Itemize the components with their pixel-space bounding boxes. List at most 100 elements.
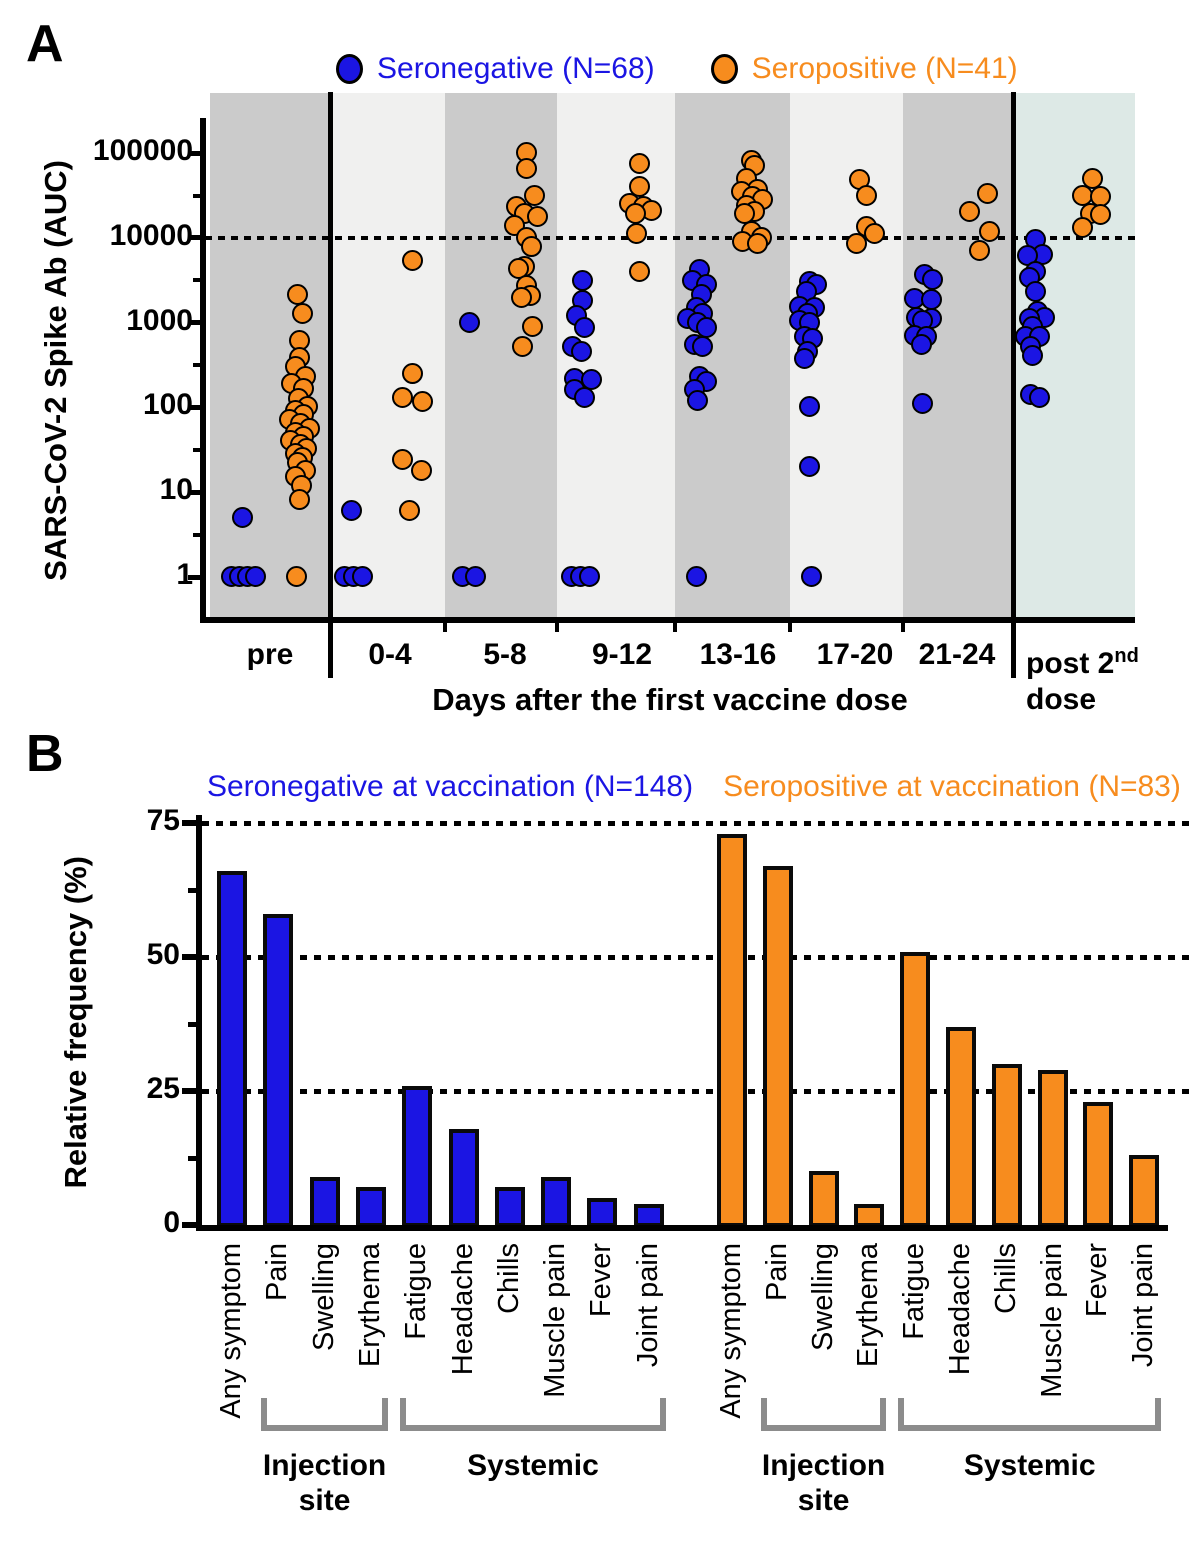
seropositive-point bbox=[399, 500, 420, 522]
seropositive-point bbox=[292, 303, 313, 325]
y-axis-tick-label: 100000 bbox=[92, 134, 193, 168]
y-axis-line bbox=[200, 118, 206, 623]
seropositive-legend-label: Seropositive (N=41) bbox=[751, 52, 1018, 85]
panel-a-post-dose-label: post 2nd dose bbox=[1026, 645, 1139, 716]
seropositive-point bbox=[402, 249, 423, 271]
seronegative-point bbox=[572, 270, 593, 292]
seronegative-bar bbox=[263, 914, 294, 1227]
seropositive-bar bbox=[991, 1064, 1022, 1227]
seronegative-bar bbox=[402, 1085, 433, 1227]
seropositive-bar bbox=[946, 1026, 976, 1227]
seropositive-bar bbox=[1037, 1069, 1068, 1227]
background-band bbox=[330, 93, 445, 620]
seropositive-bar bbox=[1129, 1155, 1160, 1227]
bar-category-label: Fever bbox=[1081, 1243, 1114, 1318]
seropositive-bar bbox=[900, 951, 931, 1227]
seropositive-point bbox=[402, 362, 423, 384]
seronegative-bar bbox=[309, 1176, 340, 1227]
background-band bbox=[445, 93, 557, 620]
seronegative-point bbox=[1029, 386, 1050, 408]
seropositive-point bbox=[969, 240, 990, 262]
seronegative-point bbox=[579, 566, 600, 587]
seronegative-point bbox=[799, 455, 820, 477]
x-axis-tick bbox=[443, 623, 447, 632]
seropositive-point bbox=[959, 201, 980, 223]
seropositive-point bbox=[846, 233, 867, 255]
seropositive-point bbox=[626, 223, 647, 245]
y-axis-tick-label: 100 bbox=[142, 388, 193, 422]
seronegative-point bbox=[459, 311, 480, 333]
seronegative-point bbox=[1022, 345, 1043, 367]
seronegative-bar bbox=[633, 1203, 664, 1227]
seropositive-point bbox=[629, 175, 650, 197]
symptom-group-label: Systemic bbox=[963, 1449, 1096, 1482]
bar-category-label: Chills bbox=[989, 1243, 1022, 1314]
background-band bbox=[675, 93, 790, 620]
bar-category-label: Muscle pain bbox=[539, 1243, 572, 1398]
bar-category-label: Headache bbox=[446, 1243, 479, 1376]
panel-b-plot: 0 25 50 75 Any symptom Pain Swelling Erythema Fa… bbox=[0, 760, 1200, 1551]
seronegative-legend-label: Seronegative (N=68) bbox=[377, 52, 655, 85]
x-axis-line bbox=[196, 1225, 1168, 1231]
seropositive-bar bbox=[1083, 1101, 1114, 1227]
seropositive-bar bbox=[808, 1171, 839, 1227]
group-bracket-end bbox=[898, 1398, 905, 1431]
background-band bbox=[210, 93, 330, 620]
seropositive-point bbox=[864, 223, 885, 245]
y-axis-tick-label: 10 bbox=[159, 473, 193, 507]
group-bracket bbox=[261, 1425, 388, 1431]
seronegative-bar bbox=[448, 1128, 479, 1227]
y-axis-minor-tick bbox=[193, 278, 206, 283]
group-bracket-end bbox=[261, 1398, 268, 1431]
y-axis-minor-tick bbox=[188, 1021, 202, 1027]
bar-category-label: Pain bbox=[760, 1243, 793, 1302]
panel-a-x-axis-title: Days after the first vaccine dose bbox=[432, 682, 908, 717]
bar-category-label: Any symptom bbox=[715, 1243, 747, 1419]
bar-category-label: Pain bbox=[261, 1243, 294, 1302]
x-axis-line bbox=[200, 617, 1135, 623]
x-axis-tick bbox=[555, 623, 559, 632]
bar-category-label: Erythema bbox=[852, 1243, 885, 1368]
x-category-label: 13-16 bbox=[699, 638, 777, 671]
reference-dotted-line bbox=[205, 235, 1135, 240]
y-axis-tick-label: 0 bbox=[163, 1206, 180, 1239]
bar-category-label: Swelling bbox=[307, 1243, 340, 1351]
bar-category-label: Chills bbox=[492, 1243, 525, 1314]
seropositive-point bbox=[747, 232, 768, 254]
seronegative-bar bbox=[541, 1176, 572, 1227]
seropositive-bar bbox=[762, 865, 793, 1227]
y-axis-minor-tick bbox=[193, 447, 206, 452]
seropositive-bar bbox=[854, 1203, 885, 1227]
bar-category-label: Fever bbox=[585, 1243, 618, 1318]
y-axis-tick-label: 50 bbox=[146, 938, 180, 971]
group-bracket-end bbox=[1155, 1398, 1162, 1431]
gridline-dotted bbox=[202, 955, 1190, 960]
gridline-dotted bbox=[202, 1089, 1190, 1094]
x-category-label: pre bbox=[246, 638, 294, 671]
seropositive-point bbox=[1090, 204, 1111, 226]
panel-b-seropositive-legend-label: Seropositive at vaccination (N=83) bbox=[723, 770, 1181, 803]
seronegative-point bbox=[574, 316, 595, 338]
seronegative-point bbox=[1025, 281, 1046, 303]
seropositive-point bbox=[625, 203, 646, 225]
y-axis-tick-label: 10000 bbox=[109, 218, 193, 252]
panel-a-label: A bbox=[26, 15, 64, 73]
bar-category-label: Erythema bbox=[353, 1243, 386, 1368]
x-category-label: 5-8 bbox=[483, 638, 527, 671]
seropositive-point bbox=[412, 391, 433, 413]
x-axis-tick bbox=[788, 623, 792, 632]
seronegative-point bbox=[232, 506, 253, 528]
seronegative-point bbox=[687, 389, 708, 411]
seronegative-point bbox=[352, 566, 373, 587]
seronegative-point bbox=[245, 566, 266, 587]
seropositive-point bbox=[979, 221, 1000, 243]
seronegative-point bbox=[574, 386, 595, 408]
x-category-label: 17-20 bbox=[816, 638, 894, 671]
y-axis-tick bbox=[182, 820, 202, 826]
bar-category-label: Joint pain bbox=[631, 1243, 664, 1368]
y-axis-tick-label: 1000 bbox=[126, 303, 193, 337]
seropositive-point bbox=[524, 185, 545, 207]
seronegative-point bbox=[794, 348, 815, 370]
x-axis-tick bbox=[901, 623, 905, 632]
seronegative-point bbox=[799, 396, 820, 418]
